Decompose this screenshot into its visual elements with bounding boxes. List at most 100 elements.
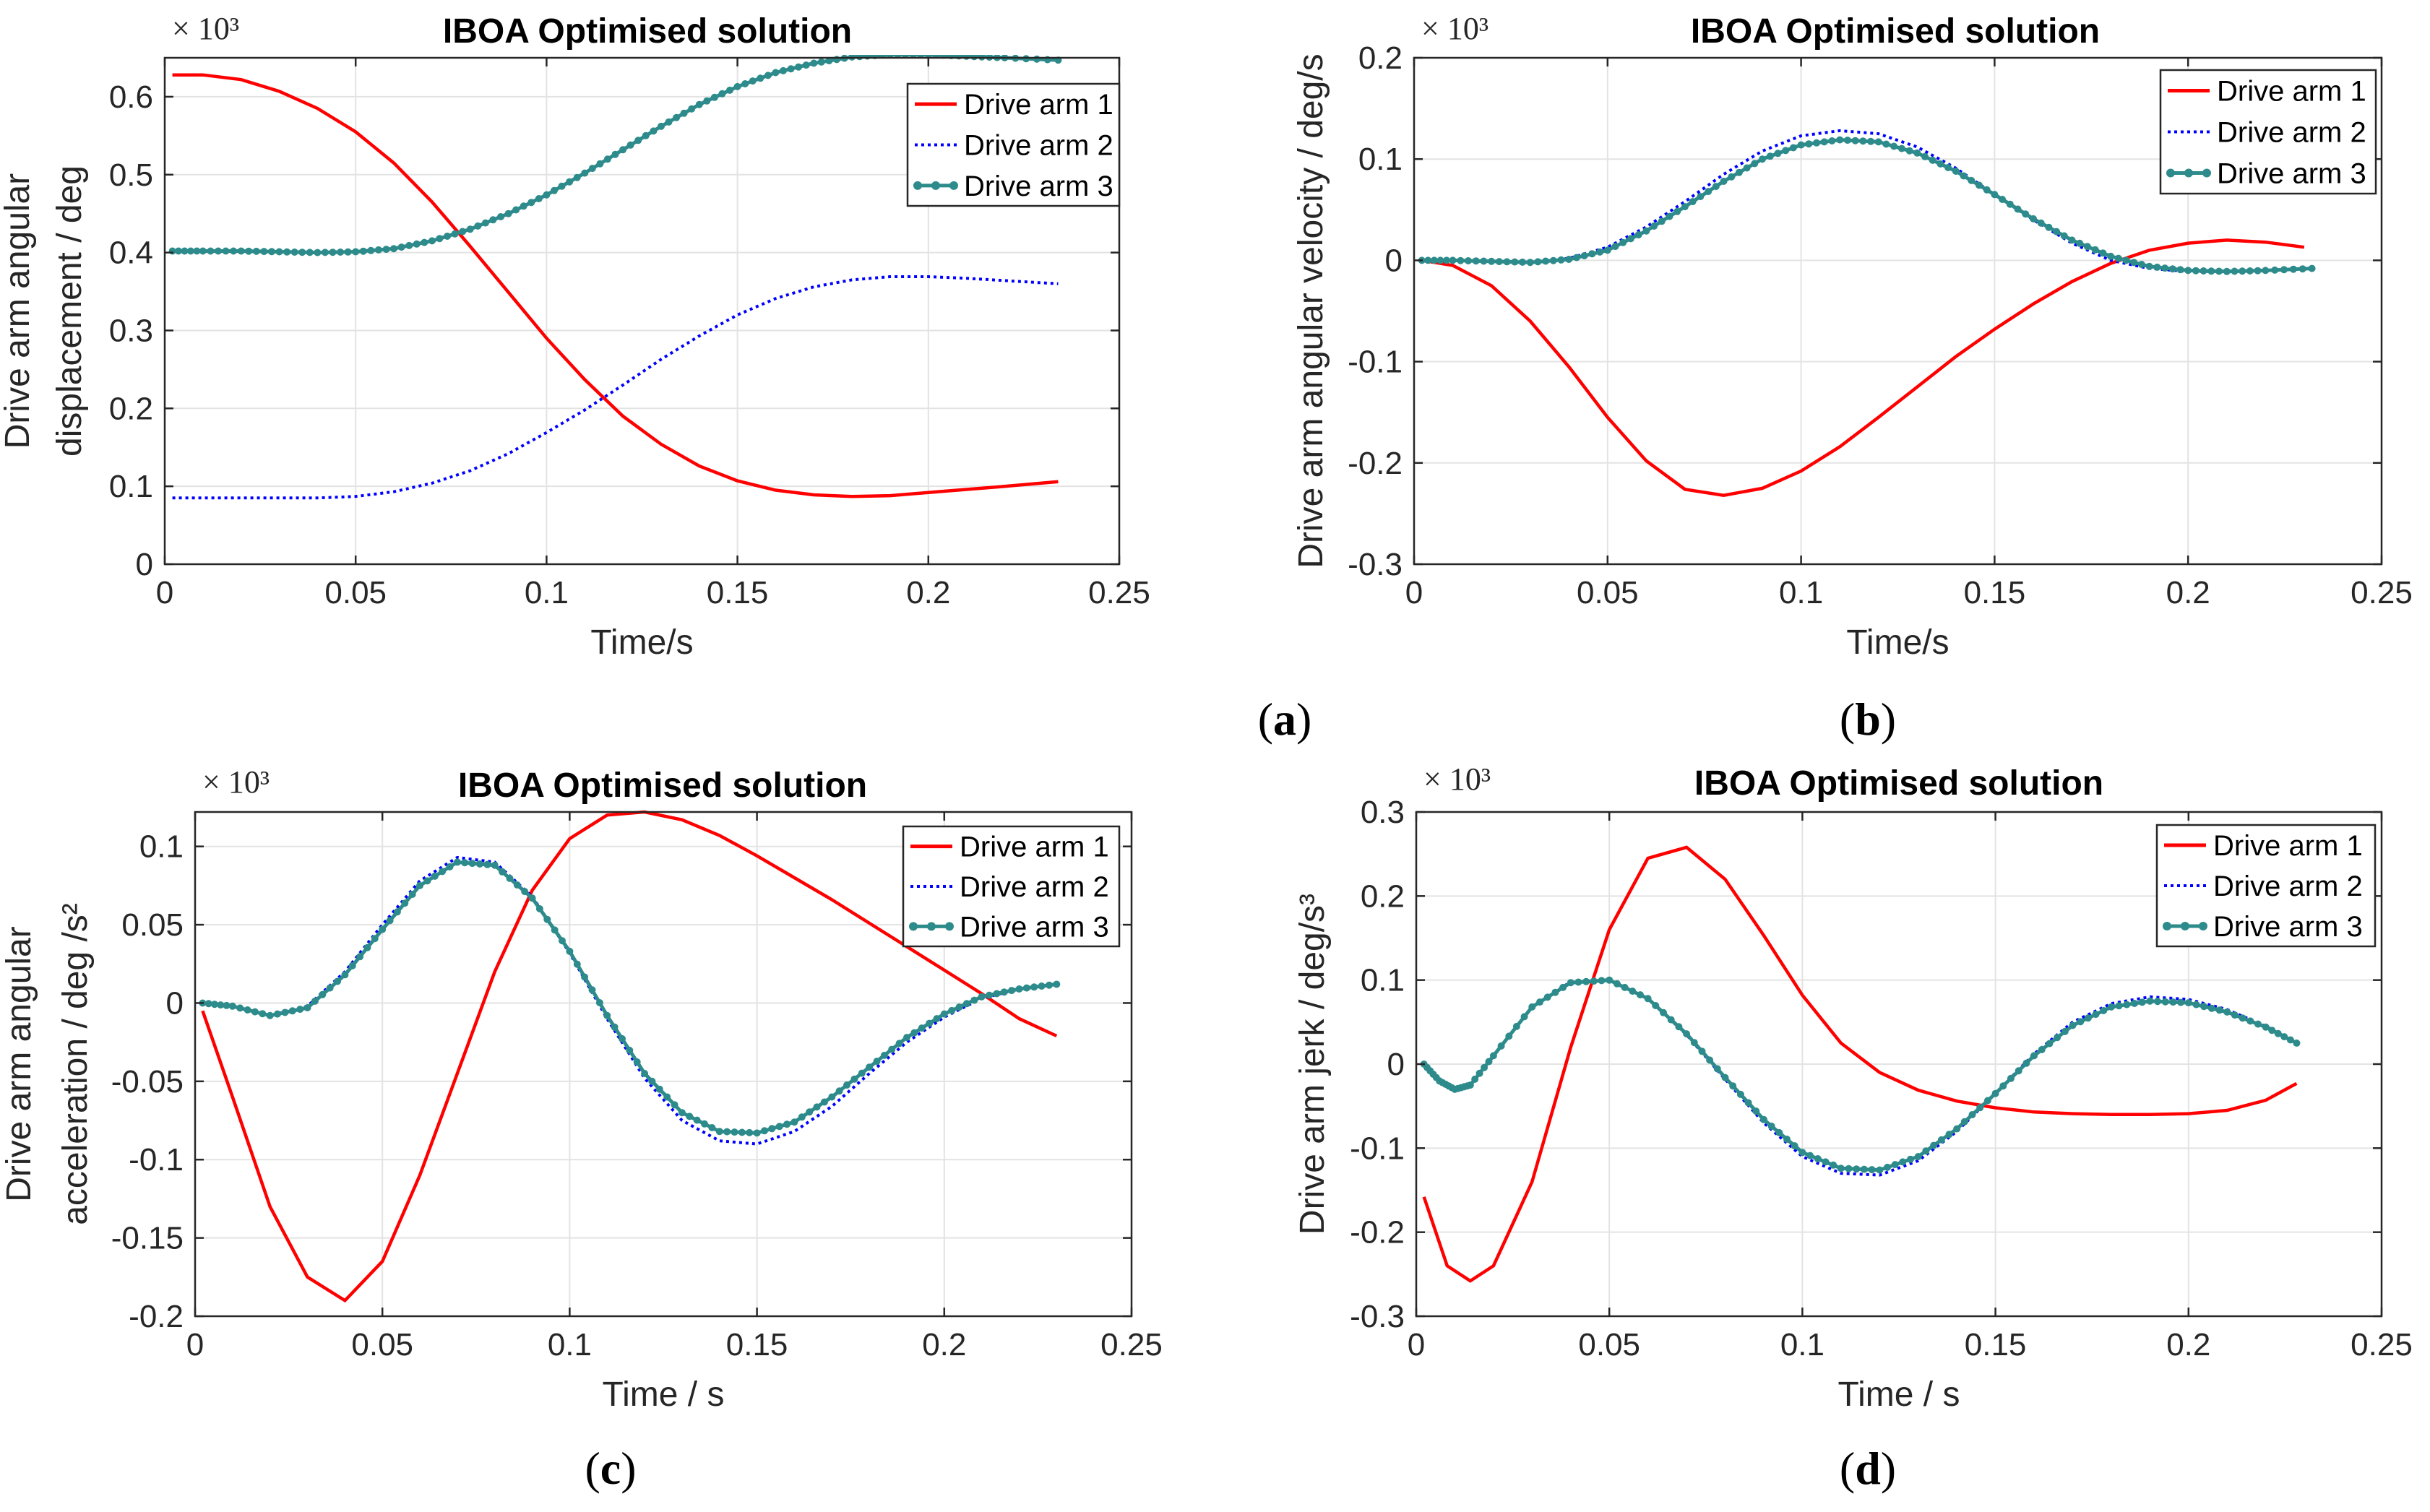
series-marker: [1953, 1125, 1961, 1133]
series-marker: [806, 1108, 814, 1116]
series-marker: [1721, 1073, 1729, 1081]
chart-title: IBOA Optimised solution: [1691, 12, 2100, 51]
series-marker: [512, 206, 520, 214]
legend-label: Drive arm 3: [2217, 158, 2366, 190]
series-marker: [678, 1109, 686, 1117]
series-marker: [633, 1058, 641, 1066]
series-marker: [2262, 267, 2270, 275]
x-tick-label: 0.05: [324, 575, 387, 610]
series-marker: [2015, 1067, 2022, 1075]
x-tick-label: 0.15: [1965, 1327, 2027, 1362]
series-marker: [1603, 246, 1611, 254]
series-marker: [2184, 267, 2192, 275]
series-marker: [761, 1127, 768, 1135]
y-tick-label: 0.1: [109, 469, 153, 504]
legend-marker: [2184, 168, 2193, 178]
series-marker: [933, 1015, 941, 1023]
series-marker: [535, 905, 543, 912]
series-marker: [1743, 164, 1751, 172]
series-marker: [1543, 993, 1551, 1001]
series-marker: [175, 247, 182, 255]
series-marker: [2246, 1017, 2254, 1025]
series-marker: [1735, 168, 1743, 176]
series-marker: [436, 235, 444, 243]
series-marker: [741, 80, 749, 87]
legend-label: Drive arm 3: [964, 170, 1113, 202]
legend-marker: [2166, 168, 2175, 178]
axis-multiplier: × 10³: [1423, 761, 1491, 797]
series-marker: [1520, 1013, 1528, 1021]
legend: Drive arm 1 Drive arm 2 Drive arm 3: [2159, 69, 2377, 195]
y-tick-label: 0.5: [109, 157, 153, 193]
series-marker: [528, 894, 536, 902]
legend-label: Drive arm 3: [2213, 911, 2363, 943]
series-marker: [1485, 1058, 1493, 1066]
series-marker: [363, 943, 371, 951]
series-marker: [2046, 1040, 2054, 1047]
series-marker: [710, 93, 718, 101]
y-axis-label: acceleration / deg /s²: [56, 903, 95, 1225]
series-marker: [2200, 1003, 2208, 1011]
series-marker: [1573, 254, 1580, 262]
series-marker: [2014, 205, 2022, 213]
series-marker: [1999, 196, 2007, 203]
series-marker: [1650, 223, 1658, 230]
series-markers-drive-arm-3: [1420, 976, 2301, 1174]
legend-label: Drive arm 1: [964, 89, 1113, 121]
series-marker: [566, 947, 574, 955]
series-marker: [772, 69, 780, 77]
legend: Drive arm 1 Drive arm 2 Drive arm 3: [906, 82, 1121, 207]
series-marker: [2161, 998, 2169, 1006]
series-marker: [1634, 231, 1642, 239]
series-marker: [558, 182, 566, 190]
series-line-drive-arm-1: [1422, 845, 2298, 1283]
series-marker: [439, 868, 447, 876]
series-marker: [2289, 265, 2297, 273]
series-marker: [2192, 267, 2200, 275]
series-marker: [1837, 1165, 1845, 1172]
series-marker: [962, 1000, 970, 1008]
series-marker: [1752, 1107, 1760, 1115]
series-marker: [1713, 1065, 1721, 1073]
series-marker: [1789, 144, 1797, 152]
y-tick-label: -0.2: [1350, 1215, 1405, 1250]
series-marker: [1536, 998, 1543, 1006]
series-marker: [596, 160, 604, 168]
series-marker: [731, 1128, 738, 1136]
series-marker: [1882, 140, 1890, 148]
series-marker: [1697, 193, 1705, 201]
series-marker: [551, 926, 559, 934]
series-marker: [321, 249, 329, 256]
series-marker: [543, 191, 551, 199]
series-marker: [491, 861, 499, 869]
series-marker: [2268, 1027, 2276, 1034]
series-marker: [817, 58, 825, 66]
y-tick-label: 0.1: [139, 829, 184, 865]
series-marker: [619, 146, 627, 154]
series-marker: [341, 971, 349, 979]
series-marker: [1867, 137, 1874, 145]
series-marker: [2215, 1006, 2223, 1014]
series-marker: [802, 61, 810, 69]
series-marker: [334, 977, 341, 985]
axes-frame: [1413, 56, 2383, 566]
series-marker: [955, 1003, 963, 1011]
series-marker: [673, 113, 681, 121]
panel-c: 0 0.05 0.1 0.15 0.2 0.25 -0.2 -0.15 -0.1 -0.05 0 0.…: [0, 764, 1163, 1494]
series-marker: [1751, 160, 1759, 168]
panel-label: (b): [1840, 694, 1896, 745]
series-marker: [1549, 256, 1557, 264]
x-axis-label: Time/s: [1846, 623, 1949, 662]
x-tick-label: 0: [186, 1327, 204, 1362]
axis-multiplier: × 10³: [172, 11, 239, 46]
series-marker: [337, 249, 345, 256]
series-marker: [2246, 267, 2254, 275]
series-marker: [181, 247, 189, 255]
series-marker: [274, 1010, 281, 1018]
series-marker: [1606, 976, 1613, 984]
series-marker: [1619, 238, 1627, 246]
series-marker: [296, 1006, 304, 1014]
y-axis-label: displacement / deg: [51, 165, 89, 457]
series-marker: [1503, 258, 1511, 266]
series-marker: [237, 247, 245, 255]
